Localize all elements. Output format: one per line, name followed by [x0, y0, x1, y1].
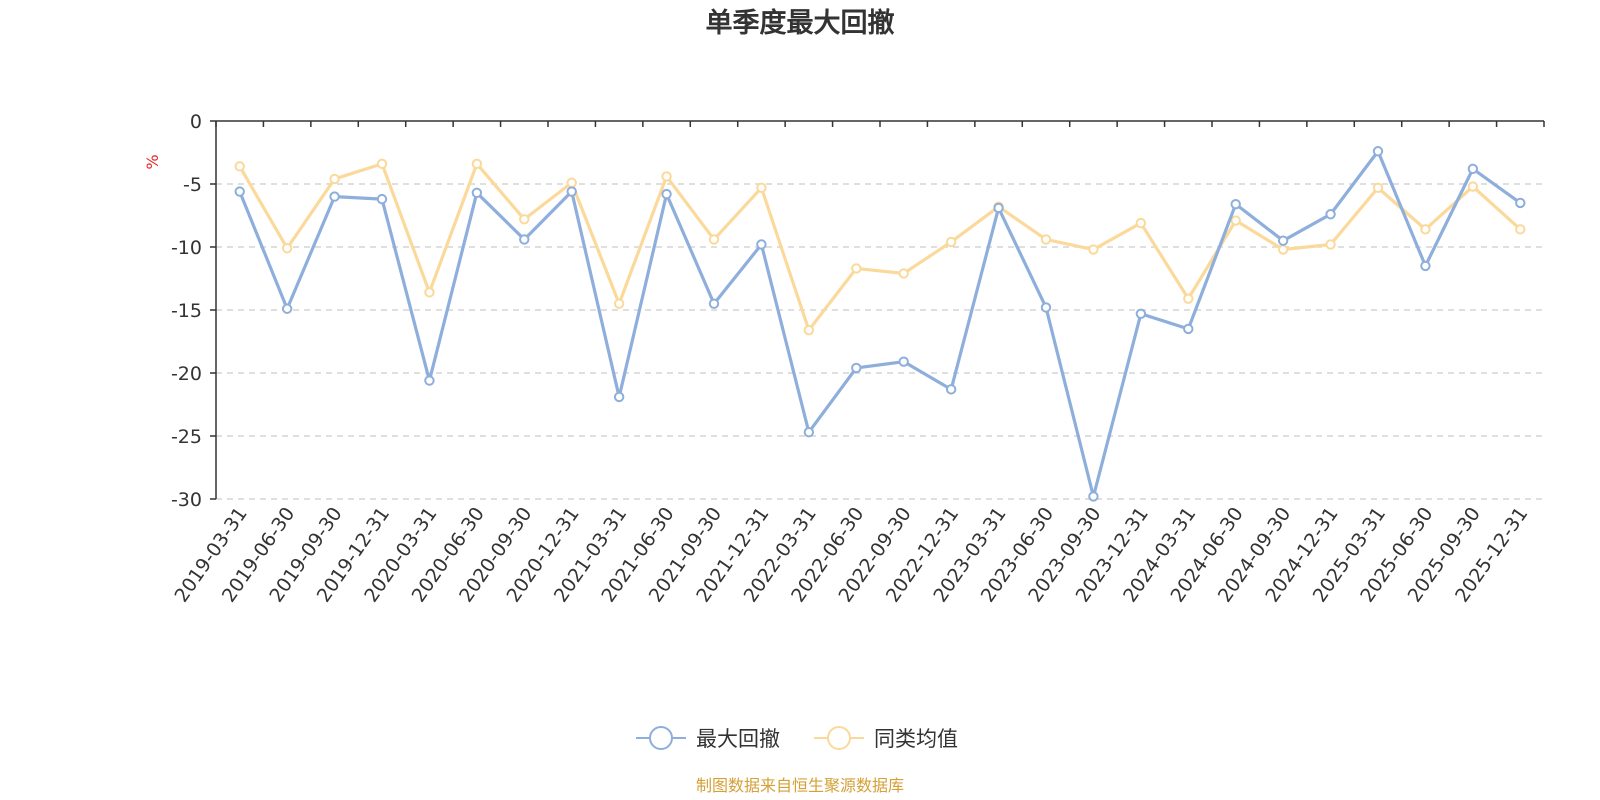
data-point[interactable]: [1325, 209, 1336, 220]
data-point[interactable]: [1515, 197, 1526, 209]
y-tick-label: -5: [183, 174, 202, 196]
data-point[interactable]: [851, 362, 862, 374]
data-point[interactable]: [519, 214, 530, 225]
data-point[interactable]: [661, 188, 672, 200]
data-point[interactable]: [234, 161, 245, 172]
data-point[interactable]: [329, 173, 340, 185]
y-tick-labels: 0 -5 -10 -15 -20 -25 -30: [171, 111, 202, 511]
data-point[interactable]: [1135, 308, 1147, 319]
data-point[interactable]: [803, 427, 815, 438]
data-point[interactable]: [1088, 244, 1099, 255]
legend-item[interactable]: 同类均值: [814, 726, 958, 751]
data-point[interactable]: [898, 356, 909, 367]
data-point[interactable]: [424, 375, 435, 386]
data-point[interactable]: [471, 158, 483, 170]
legend-label: 同类均值: [874, 727, 958, 751]
data-point[interactable]: [1515, 224, 1526, 235]
data-point[interactable]: [708, 234, 720, 245]
data-point[interactable]: [1467, 181, 1479, 192]
data-point[interactable]: [851, 263, 862, 274]
data-point[interactable]: [1277, 244, 1289, 255]
data-point[interactable]: [1467, 163, 1479, 175]
data-point[interactable]: [1277, 235, 1289, 246]
data-point[interactable]: [1372, 146, 1384, 157]
series-0: [234, 146, 1526, 502]
data-point[interactable]: [329, 191, 340, 202]
data-point[interactable]: [1420, 224, 1431, 235]
data-point[interactable]: [376, 158, 388, 170]
data-point[interactable]: [661, 171, 672, 182]
data-point[interactable]: [1040, 302, 1052, 313]
y-tick-label: -10: [171, 237, 202, 259]
data-point[interactable]: [1040, 234, 1052, 245]
legend-marker: [827, 726, 851, 750]
y-axis-unit: %: [143, 154, 162, 169]
data-point[interactable]: [376, 193, 388, 205]
series-lines: [234, 146, 1526, 502]
legend-marker: [649, 726, 673, 750]
data-point[interactable]: [281, 243, 293, 254]
data-point[interactable]: [1230, 198, 1241, 210]
data-point[interactable]: [1325, 239, 1336, 250]
data-point[interactable]: [1372, 182, 1384, 193]
data-point[interactable]: [281, 303, 293, 314]
legend-label: 最大回撤: [696, 727, 780, 751]
data-point[interactable]: [1183, 293, 1194, 304]
data-point[interactable]: [566, 186, 577, 197]
data-point[interactable]: [945, 236, 957, 248]
data-point[interactable]: [1183, 323, 1194, 335]
y-tick-label: -25: [171, 426, 202, 448]
data-point[interactable]: [471, 187, 483, 199]
series-line: [238, 162, 1522, 332]
y-tick-label: -15: [171, 300, 202, 322]
data-point[interactable]: [1230, 215, 1241, 226]
data-point[interactable]: [1420, 260, 1431, 272]
data-point[interactable]: [424, 287, 435, 298]
y-tick-label: -30: [171, 489, 202, 511]
series-line: [238, 149, 1522, 499]
axes: [210, 120, 1545, 500]
data-point[interactable]: [993, 202, 1004, 214]
data-point[interactable]: [1135, 217, 1147, 229]
legend-item[interactable]: 最大回撤: [636, 726, 780, 751]
y-tick-label: -20: [171, 363, 202, 385]
data-point[interactable]: [613, 298, 625, 309]
data-point[interactable]: [756, 182, 767, 193]
y-tick-label: 0: [190, 111, 202, 133]
data-point[interactable]: [898, 268, 909, 279]
data-point[interactable]: [1088, 491, 1099, 502]
data-point[interactable]: [708, 298, 720, 309]
chart-title: 单季度最大回撤: [706, 7, 895, 39]
legend[interactable]: 最大回撤 同类均值: [636, 726, 958, 751]
x-tick-labels: 2019-03-312019-06-302019-09-302019-12-31…: [170, 503, 1532, 606]
data-source-note: 制图数据来自恒生聚源数据库: [696, 776, 904, 795]
data-point[interactable]: [613, 391, 625, 403]
data-point[interactable]: [519, 234, 530, 245]
grid-lines: [216, 183, 1544, 500]
data-point[interactable]: [234, 186, 245, 197]
data-point[interactable]: [566, 177, 577, 188]
data-point[interactable]: [945, 384, 957, 395]
data-point[interactable]: [803, 324, 815, 336]
data-point[interactable]: [756, 239, 767, 250]
